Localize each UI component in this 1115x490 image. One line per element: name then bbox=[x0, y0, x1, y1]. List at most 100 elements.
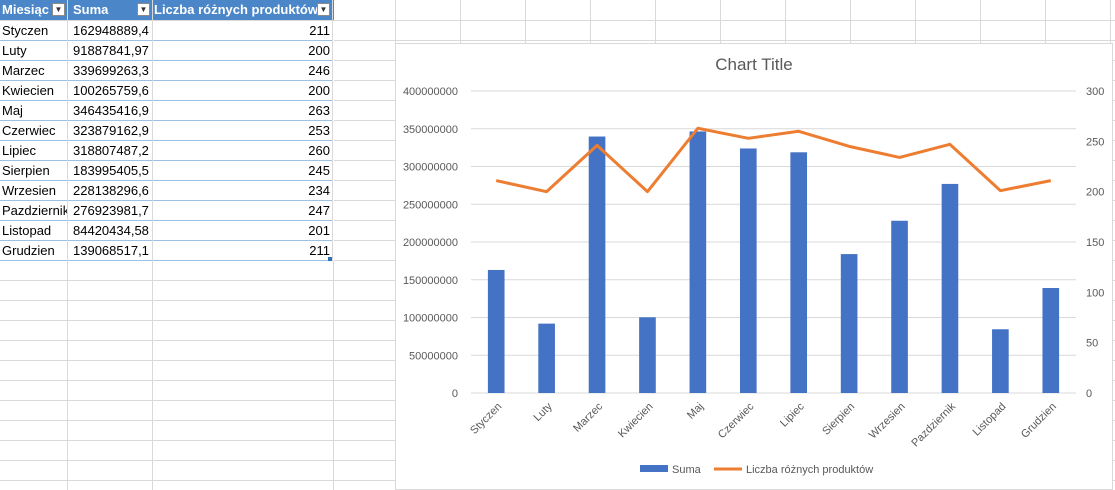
row-border bbox=[0, 60, 332, 61]
bar-suma bbox=[992, 329, 1009, 393]
bar-suma bbox=[689, 131, 707, 393]
cell-month[interactable]: Grudzien bbox=[2, 243, 55, 258]
x-tick-label: Kwiecien bbox=[616, 401, 656, 441]
cell-sum[interactable]: 183995405,5 bbox=[73, 163, 149, 178]
cell-sum[interactable]: 339699263,3 bbox=[73, 63, 149, 78]
table-row: Lipiec 318807487,2 260 bbox=[0, 141, 334, 161]
cell-product-count[interactable]: 201 bbox=[308, 223, 330, 238]
row-border bbox=[0, 240, 332, 241]
filter-dropdown-month[interactable]: ▼ bbox=[52, 3, 65, 16]
y-left-tick-label: 50000000 bbox=[409, 350, 458, 362]
cell-month[interactable]: Luty bbox=[2, 43, 27, 58]
table-row: Marzec 339699263,3 246 bbox=[0, 61, 334, 81]
grid-row-line bbox=[0, 40, 1115, 41]
x-tick-label: Sierpien bbox=[820, 401, 857, 438]
y-right-tick-label: 300 bbox=[1086, 86, 1104, 98]
cell-product-count[interactable]: 234 bbox=[308, 183, 330, 198]
table-row: Sierpien 183995405,5 245 bbox=[0, 161, 334, 181]
cell-sum[interactable]: 228138296,6 bbox=[73, 183, 149, 198]
row-border bbox=[0, 140, 332, 141]
cell-product-count[interactable]: 211 bbox=[309, 243, 330, 258]
table-row: Pazdziernik 276923981,7 247 bbox=[0, 201, 334, 221]
bar-suma bbox=[639, 317, 656, 393]
cell-month[interactable]: Czerwiec bbox=[2, 123, 56, 138]
cell-product-count[interactable]: 263 bbox=[308, 103, 330, 118]
legend-label-suma: Suma bbox=[672, 464, 702, 476]
cell-month[interactable]: Listopad bbox=[2, 223, 52, 238]
row-border bbox=[0, 180, 332, 181]
y-right-tick-label: 50 bbox=[1086, 338, 1098, 350]
bar-suma bbox=[588, 136, 606, 394]
y-left-tick-label: 100000000 bbox=[403, 313, 458, 325]
cell-sum[interactable]: 323879162,9 bbox=[73, 123, 149, 138]
cell-sum[interactable]: 276923981,7 bbox=[73, 203, 149, 218]
y-left-tick-label: 300000000 bbox=[403, 162, 458, 174]
x-tick-label: Maj bbox=[685, 401, 706, 422]
row-border bbox=[0, 100, 332, 101]
cell-sum[interactable]: 91887841,97 bbox=[73, 43, 149, 58]
cell-product-count[interactable]: 245 bbox=[308, 163, 330, 178]
filter-dropdown-sum[interactable]: ▼ bbox=[137, 3, 150, 16]
cell-product-count[interactable]: 247 bbox=[308, 203, 330, 218]
legend-label-product-count: Liczba różnych produktów bbox=[746, 464, 873, 476]
table-column-line bbox=[332, 0, 333, 261]
header-month[interactable]: Miesiąc bbox=[2, 2, 49, 17]
bar-suma bbox=[538, 323, 555, 393]
row-border bbox=[0, 120, 332, 121]
line-product-count bbox=[495, 126, 1052, 194]
table-row: Styczen 162948889,4 211 bbox=[0, 21, 334, 41]
x-tick-label: Czerwiec bbox=[716, 400, 757, 441]
chart-title: Chart Title bbox=[715, 55, 792, 74]
bar-suma bbox=[1042, 288, 1060, 393]
row-border bbox=[0, 220, 332, 221]
table-row: Czerwiec 323879162,9 253 bbox=[0, 121, 334, 141]
bar-suma bbox=[487, 269, 505, 393]
bar-suma bbox=[891, 220, 908, 393]
cell-month[interactable]: Styczen bbox=[2, 23, 49, 38]
cell-month[interactable]: Kwiecien bbox=[2, 83, 55, 98]
cell-sum[interactable]: 318807487,2 bbox=[73, 143, 149, 158]
cell-product-count[interactable]: 200 bbox=[308, 43, 330, 58]
cell-product-count[interactable]: 246 bbox=[308, 63, 330, 78]
cell-month[interactable]: Sierpien bbox=[2, 163, 50, 178]
cell-month[interactable]: Wrzesien bbox=[2, 183, 56, 198]
row-border bbox=[0, 200, 332, 201]
bar-suma bbox=[840, 254, 858, 393]
combo-chart[interactable]: Chart Title 0 50000000 100000000 150000000 20… bbox=[395, 43, 1113, 490]
y-right-tick-label: 150 bbox=[1086, 237, 1104, 249]
table-resize-handle[interactable] bbox=[328, 257, 332, 261]
table-row: Wrzesien 228138296,6 234 bbox=[0, 181, 334, 201]
row-border bbox=[0, 80, 332, 81]
y-left-tick-label: 0 bbox=[452, 388, 458, 400]
cell-sum[interactable]: 139068517,1 bbox=[73, 243, 149, 258]
cell-sum[interactable]: 162948889,4 bbox=[73, 23, 149, 38]
x-tick-label: Lipiec bbox=[778, 400, 807, 429]
cell-month[interactable]: Maj bbox=[2, 103, 23, 118]
legend-swatch-suma bbox=[640, 465, 668, 472]
table-row: Maj 346435416,9 263 bbox=[0, 101, 334, 121]
cell-sum[interactable]: 346435416,9 bbox=[73, 103, 149, 118]
header-sum[interactable]: Suma bbox=[73, 2, 109, 17]
cell-product-count[interactable]: 200 bbox=[308, 83, 330, 98]
filter-dropdown-product-count[interactable]: ▼ bbox=[317, 3, 330, 16]
x-tick-label: Grudzien bbox=[1019, 401, 1059, 441]
cell-month[interactable]: Lipiec bbox=[2, 143, 36, 158]
table-column-line bbox=[67, 0, 68, 261]
header-product-count[interactable]: Liczba różnych produktów bbox=[154, 2, 318, 17]
x-tick-label: Pazdziernik bbox=[909, 400, 958, 449]
row-border bbox=[0, 40, 332, 41]
cell-month[interactable]: Pazdziernik bbox=[2, 203, 67, 218]
cell-sum[interactable]: 100265759,6 bbox=[73, 83, 149, 98]
table-header-row: Miesiąc ▼ Suma ▼ Liczba różnych produktó… bbox=[0, 0, 334, 20]
cell-month[interactable]: Marzec bbox=[2, 63, 45, 78]
x-tick-label: Styczen bbox=[468, 401, 504, 437]
bar-suma bbox=[739, 148, 757, 393]
cell-product-count[interactable]: 260 bbox=[308, 143, 330, 158]
cell-product-count[interactable]: 253 bbox=[308, 123, 330, 138]
bar-suma bbox=[941, 183, 959, 393]
y-left-tick-label: 250000000 bbox=[403, 199, 458, 211]
table-row: Listopad 84420434,58 201 bbox=[0, 221, 334, 241]
cell-sum[interactable]: 84420434,58 bbox=[73, 223, 149, 238]
table-row: Grudzien 139068517,1 211 bbox=[0, 241, 334, 261]
cell-product-count[interactable]: 211 bbox=[309, 23, 330, 38]
